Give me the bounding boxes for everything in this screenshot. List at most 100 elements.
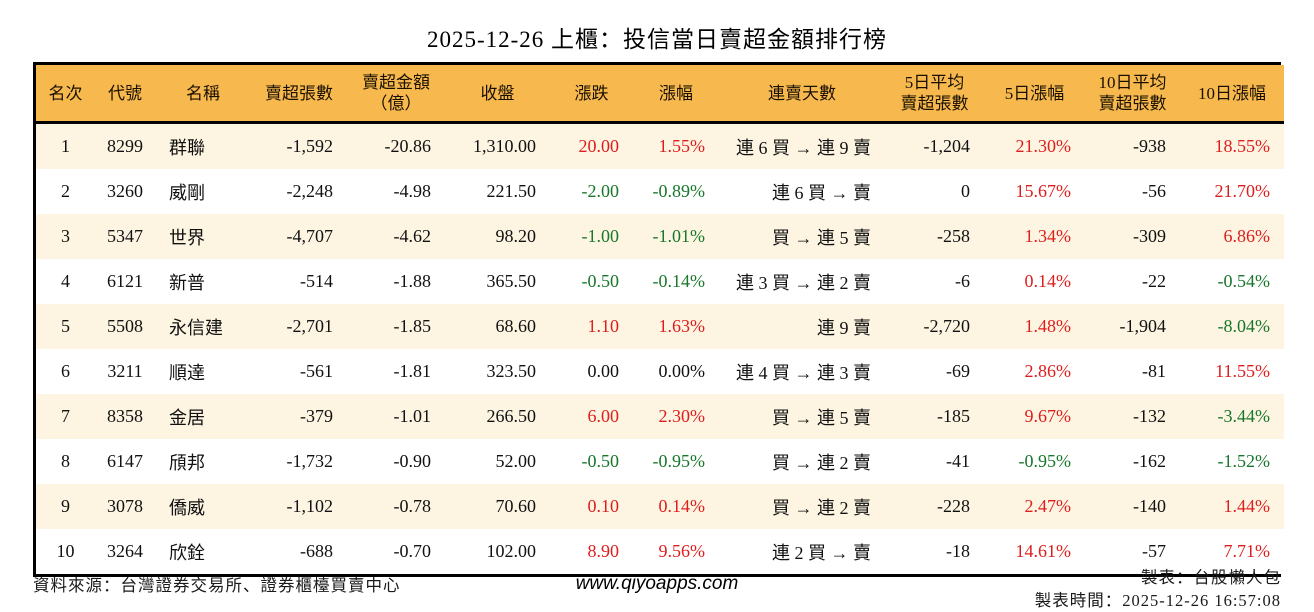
cell-streak-days: 連 6 買 → 連 9 賣 [719,122,885,169]
cell-5d-change: 1.34% [984,214,1085,259]
cell-avg5-volume: -2,720 [885,304,984,349]
cell-code: 8358 [95,394,155,439]
cell-streak-days: 連 6 買 → 賣 [719,169,885,214]
table-row: 9 3078 僑威 -1,102 -0.78 70.60 0.10 0.14% 買 → 連 2 … [36,484,1284,529]
header-cell: 名稱 [155,65,251,124]
cell-rank: 10 [36,529,95,574]
header-cell: 賣超張數 [251,65,347,124]
cell-close: 1,310.00 [445,122,550,169]
cell-name: 欣銓 [155,529,251,574]
cell-net-sell-amount: -1.85 [347,304,445,349]
cell-name: 新普 [155,259,251,304]
header-cell: 10日漲幅 [1180,65,1284,124]
cell-name: 世界 [155,214,251,259]
cell-net-sell-volume: -2,248 [251,169,347,214]
ranking-table: 名次 代號 名稱 賣超張數 賣超金額 （億） 收盤 漲跌 漲幅 連賣天數 5日平均 賣超張數 5日漲… [36,65,1284,574]
cell-streak-days: 連 4 買 → 連 3 賣 [719,349,885,394]
cell-10d-change: -8.04% [1180,304,1284,349]
header-cell: 漲跌 [550,65,633,124]
cell-change: 0.10 [550,484,633,529]
cell-10d-change: -0.54% [1180,259,1284,304]
cell-avg5-volume: -185 [885,394,984,439]
table-row: 1 8299 群聯 -1,592 -20.86 1,310.00 20.00 1.55% 連 6… [36,122,1284,169]
cell-change: 1.10 [550,304,633,349]
cell-avg5-volume: -69 [885,349,984,394]
cell-code: 5508 [95,304,155,349]
table-header-row: 名次 代號 名稱 賣超張數 賣超金額 （億） 收盤 漲跌 漲幅 連賣天數 5日平均 賣超張數 5日漲… [36,65,1284,124]
header-cell: 名次 [36,65,95,124]
cell-code: 3078 [95,484,155,529]
cell-code: 3211 [95,349,155,394]
cell-5d-change: 21.30% [984,122,1085,169]
cell-net-sell-volume: -688 [251,529,347,574]
header-cell: 5日平均 賣超張數 [885,65,984,124]
cell-code: 6147 [95,439,155,484]
cell-close: 102.00 [445,529,550,574]
cell-rank: 5 [36,304,95,349]
cell-streak-days: 買 → 連 5 賣 [719,394,885,439]
cell-net-sell-volume: -4,707 [251,214,347,259]
cell-avg5-volume: -6 [885,259,984,304]
header-cell: 賣超金額 （億） [347,65,445,124]
cell-avg10-volume: -57 [1085,529,1180,574]
cell-5d-change: 0.14% [984,259,1085,304]
cell-name: 頎邦 [155,439,251,484]
cell-net-sell-amount: -0.70 [347,529,445,574]
cell-avg5-volume: -258 [885,214,984,259]
page-title: 2025-12-26 上櫃：投信當日賣超金額排行榜 [426,27,888,52]
table-row: 10 3264 欣銓 -688 -0.70 102.00 8.90 9.56% 連 2 買 → … [36,529,1284,574]
credits-block: 製表：台股懶人包 製表時間：2025-12-26 16:57:08 [1035,566,1281,612]
header-cell: 收盤 [445,65,550,124]
cell-name: 威剛 [155,169,251,214]
cell-10d-change: 21.70% [1180,169,1284,214]
cell-net-sell-amount: -1.88 [347,259,445,304]
website-url: www.qiyoapps.com [575,573,739,594]
cell-code: 3264 [95,529,155,574]
cell-10d-change: 11.55% [1180,349,1284,394]
cell-rank: 7 [36,394,95,439]
cell-10d-change: 18.55% [1180,122,1284,169]
cell-close: 266.50 [445,394,550,439]
cell-net-sell-volume: -1,102 [251,484,347,529]
cell-rank: 8 [36,439,95,484]
author-note: 製表：台股懶人包 [1141,568,1281,587]
cell-change: -0.50 [550,259,633,304]
table-row: 6 3211 順達 -561 -1.81 323.50 0.00 0.00% 連 4 買 → 連… [36,349,1284,394]
cell-avg10-volume: -56 [1085,169,1180,214]
cell-net-sell-volume: -561 [251,349,347,394]
cell-close: 323.50 [445,349,550,394]
cell-name: 金居 [155,394,251,439]
cell-rank: 9 [36,484,95,529]
cell-close: 52.00 [445,439,550,484]
data-source-note: 資料來源：台灣證券交易所、證券櫃檯買賣中心 [33,576,401,595]
cell-streak-days: 買 → 連 2 賣 [719,439,885,484]
table-row: 2 3260 威剛 -2,248 -4.98 221.50 -2.00 -0.89% 連 6 買… [36,169,1284,214]
cell-streak-days: 連 9 賣 [719,304,885,349]
cell-change: -0.50 [550,439,633,484]
ranking-table-container: 名次 代號 名稱 賣超張數 賣超金額 （億） 收盤 漲跌 漲幅 連賣天數 5日平均 賣超張數 5日漲… [33,62,1284,577]
cell-net-sell-amount: -4.62 [347,214,445,259]
cell-code: 8299 [95,122,155,169]
cell-avg10-volume: -132 [1085,394,1180,439]
cell-net-sell-volume: -514 [251,259,347,304]
cell-5d-change: 2.47% [984,484,1085,529]
cell-streak-days: 連 2 買 → 賣 [719,529,885,574]
cell-net-sell-volume: -2,701 [251,304,347,349]
table-row: 7 8358 金居 -379 -1.01 266.50 6.00 2.30% 買 → 連 5 賣… [36,394,1284,439]
cell-net-sell-amount: -0.78 [347,484,445,529]
cell-change-pct: 2.30% [633,394,719,439]
cell-5d-change: 1.48% [984,304,1085,349]
cell-net-sell-volume: -1,592 [251,122,347,169]
cell-close: 98.20 [445,214,550,259]
cell-5d-change: 15.67% [984,169,1085,214]
cell-5d-change: 9.67% [984,394,1085,439]
cell-code: 5347 [95,214,155,259]
cell-rank: 4 [36,259,95,304]
cell-code: 3260 [95,169,155,214]
cell-close: 365.50 [445,259,550,304]
cell-net-sell-amount: -4.98 [347,169,445,214]
cell-avg5-volume: -228 [885,484,984,529]
cell-change-pct: 0.00% [633,349,719,394]
table-row: 3 5347 世界 -4,707 -4.62 98.20 -1.00 -1.01% 買 → 連 … [36,214,1284,259]
cell-avg5-volume: 0 [885,169,984,214]
